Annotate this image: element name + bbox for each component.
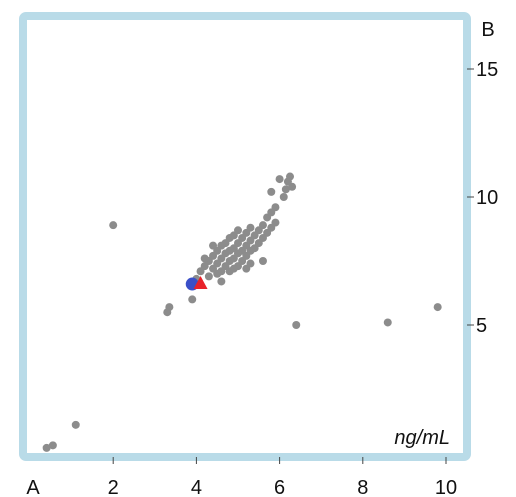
data-point [267, 187, 276, 196]
data-point [165, 303, 174, 312]
x-axis-name: A [26, 477, 40, 497]
data-point [242, 264, 251, 273]
x-tick-label: 6 [274, 477, 285, 497]
x-tick-label: 2 [108, 477, 119, 497]
x-tick-label: 8 [357, 477, 368, 497]
data-point [279, 193, 288, 201]
data-point [188, 295, 197, 304]
data-point [286, 172, 294, 181]
y-tick-label: 5 [476, 315, 487, 337]
data-point [281, 185, 290, 194]
x-tick-label: 4 [191, 477, 202, 497]
data-point [271, 218, 280, 227]
data-point [42, 443, 51, 452]
highlight-triangle-point [193, 276, 208, 290]
data-point [204, 272, 213, 281]
data-point [229, 264, 238, 273]
data-point [200, 254, 209, 263]
x-tick-label: 10 [435, 477, 457, 497]
unit-label: ng/mL [394, 427, 450, 449]
data-point [258, 257, 267, 265]
y-tick-label: 15 [476, 59, 498, 81]
y-tick-label: 10 [476, 187, 498, 209]
data-point [433, 303, 442, 312]
highlight-points [185, 276, 208, 291]
data-point [246, 223, 255, 232]
data-point [48, 441, 57, 450]
data-point [271, 203, 280, 212]
axes: 2 4 6 8 10 5 10 15 [108, 59, 499, 497]
data-point [258, 221, 267, 230]
data-point [383, 318, 392, 327]
data-point [109, 221, 118, 230]
data-point [209, 241, 218, 250]
data-point [288, 182, 297, 191]
data-point [275, 175, 284, 184]
data-point [71, 420, 80, 429]
data-point [217, 277, 226, 286]
data-point [234, 226, 242, 235]
data-points [42, 172, 442, 452]
data-point [292, 321, 301, 329]
y-axis-name: B [481, 19, 494, 41]
